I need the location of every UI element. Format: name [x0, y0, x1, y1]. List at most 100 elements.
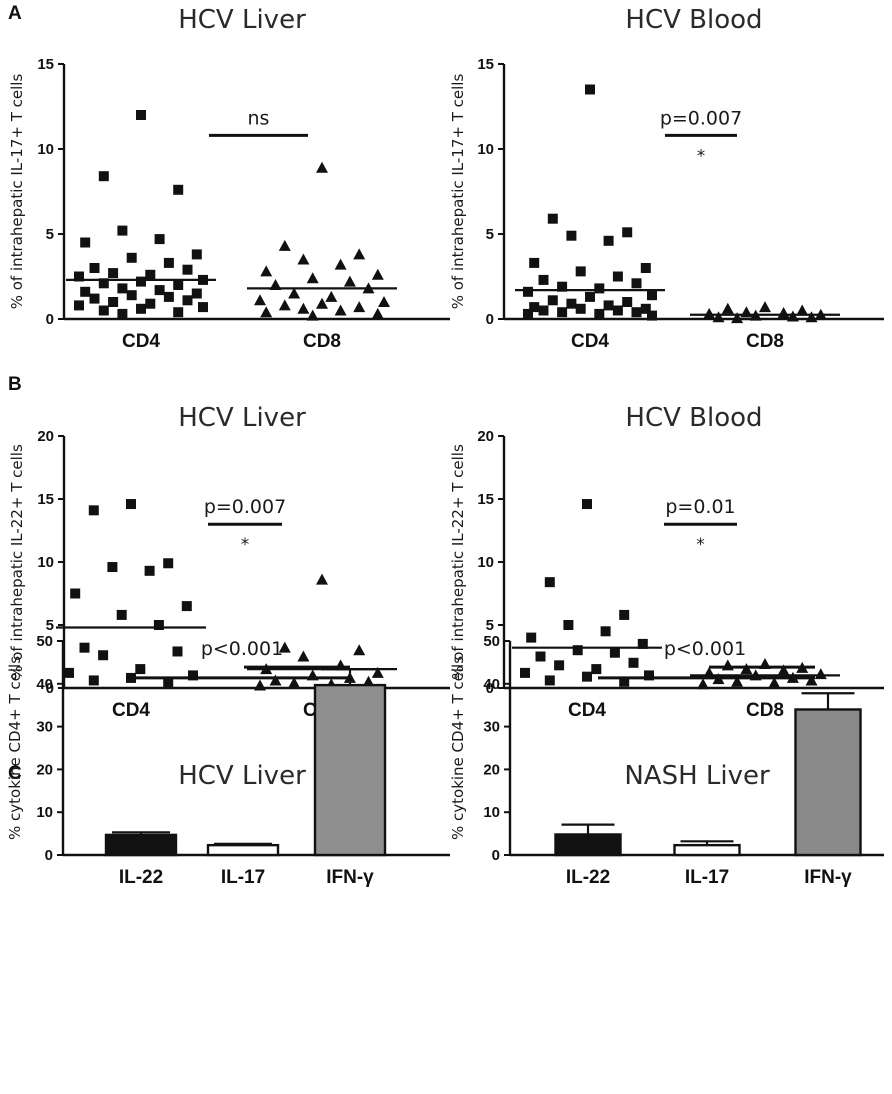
- x-tick-label: IFN-γ: [804, 867, 852, 888]
- y-axis-label: % of intrahepatic IL-22+ T cells: [449, 444, 467, 680]
- data-point: [126, 252, 137, 263]
- chart-6: NASH Liver % cytokine CD4+ T cells 0 10 20 30…: [449, 633, 884, 888]
- y-axis-label: % of intrahepatic IL-22+ T cells: [8, 444, 26, 680]
- y-axis-label: % cytokine CD4+ T cells: [449, 656, 467, 840]
- data-point: [631, 307, 642, 318]
- data-point: [612, 305, 623, 316]
- y-tick-label: 30: [483, 719, 500, 736]
- y-tick-label: 15: [477, 56, 494, 73]
- y-tick-label: 5: [486, 617, 494, 634]
- significance-star: *: [696, 535, 705, 555]
- data-point: [144, 565, 155, 576]
- data-point: [98, 305, 109, 316]
- chart-title: NASH Liver: [624, 761, 770, 791]
- data-point: [557, 281, 568, 292]
- data-point: [108, 268, 119, 279]
- panel-letter-c: C: [8, 763, 22, 784]
- data-point: [269, 674, 282, 686]
- data-point: [628, 657, 639, 668]
- data-point: [703, 307, 716, 319]
- bar-ifn-γ: [313, 683, 387, 857]
- series-cd8: [690, 301, 840, 324]
- data-point: [378, 296, 390, 307]
- data-point: [768, 676, 781, 688]
- y-tick-label: 0: [46, 680, 54, 697]
- data-point: [529, 302, 540, 313]
- data-point: [89, 293, 100, 304]
- data-point: [353, 248, 366, 260]
- data-point: [153, 620, 164, 630]
- data-point: [575, 266, 586, 277]
- data-point: [796, 304, 809, 316]
- data-point: [154, 285, 165, 296]
- data-point: [619, 676, 630, 687]
- data-point: [297, 302, 310, 314]
- data-point: [585, 84, 595, 95]
- data-point: [594, 308, 605, 319]
- data-point: [126, 499, 136, 510]
- data-point: [126, 290, 137, 301]
- panel-letter-b: B: [8, 374, 22, 395]
- data-point: [334, 258, 347, 270]
- data-point: [582, 671, 592, 682]
- y-tick-label: 5: [486, 226, 494, 243]
- data-point: [343, 275, 356, 287]
- chart-4: HCV Blood % of intrahepatic IL-22+ T cell…: [449, 403, 884, 721]
- data-point: [353, 301, 366, 313]
- data-point: [135, 664, 146, 675]
- chart-title: HCV Liver: [178, 761, 306, 791]
- x-tick-label: IL-17: [221, 867, 265, 888]
- y-tick-label: 15: [37, 56, 54, 73]
- y-tick-label: 20: [37, 428, 54, 445]
- data-point: [278, 299, 291, 311]
- data-point: [622, 297, 633, 307]
- chart-title: HCV Blood: [625, 5, 762, 35]
- y-tick-label: 15: [477, 491, 494, 508]
- data-point: [814, 668, 827, 680]
- data-point: [547, 295, 558, 306]
- y-tick-label: 20: [483, 761, 500, 778]
- series-cd8: [690, 658, 840, 690]
- chart-title: HCV Blood: [625, 403, 762, 433]
- data-point: [721, 659, 734, 671]
- y-tick-label: 10: [477, 554, 494, 571]
- data-point: [80, 237, 91, 248]
- bar-il-22: [104, 833, 178, 857]
- bar-il-22: [554, 833, 622, 857]
- series-cd4: [66, 110, 216, 319]
- bar-il-17: [673, 843, 741, 857]
- data-point: [603, 235, 614, 246]
- series-cd4: [56, 499, 206, 688]
- y-tick-label: 50: [483, 633, 500, 650]
- data-point: [191, 249, 202, 260]
- data-point: [278, 239, 291, 251]
- data-point: [371, 307, 384, 319]
- data-point: [640, 303, 651, 314]
- data-point: [117, 225, 128, 236]
- data-point: [163, 677, 174, 688]
- data-point: [173, 184, 184, 195]
- data-point: [526, 632, 537, 643]
- y-tick-label: 10: [37, 141, 54, 158]
- chart-title: HCV Liver: [178, 403, 306, 433]
- data-point: [566, 230, 577, 241]
- y-tick-label: 10: [36, 804, 53, 821]
- data-point: [777, 307, 790, 319]
- data-point: [70, 588, 81, 599]
- x-tick-label: CD8: [746, 331, 784, 352]
- data-point: [260, 306, 273, 318]
- data-point: [547, 213, 558, 224]
- data-point: [198, 302, 208, 313]
- data-point: [188, 670, 198, 681]
- axes: 0 5 10 15 20 CD4 CD8: [477, 428, 884, 721]
- data-point: [582, 499, 592, 510]
- data-point: [721, 302, 734, 314]
- data-point: [594, 283, 605, 294]
- data-point: [64, 667, 74, 678]
- data-point: [163, 558, 174, 569]
- significance-star: *: [697, 146, 706, 166]
- data-point: [145, 269, 156, 280]
- axes: 0 5 10 15 CD4 CD8: [37, 56, 450, 352]
- data-point: [181, 601, 192, 612]
